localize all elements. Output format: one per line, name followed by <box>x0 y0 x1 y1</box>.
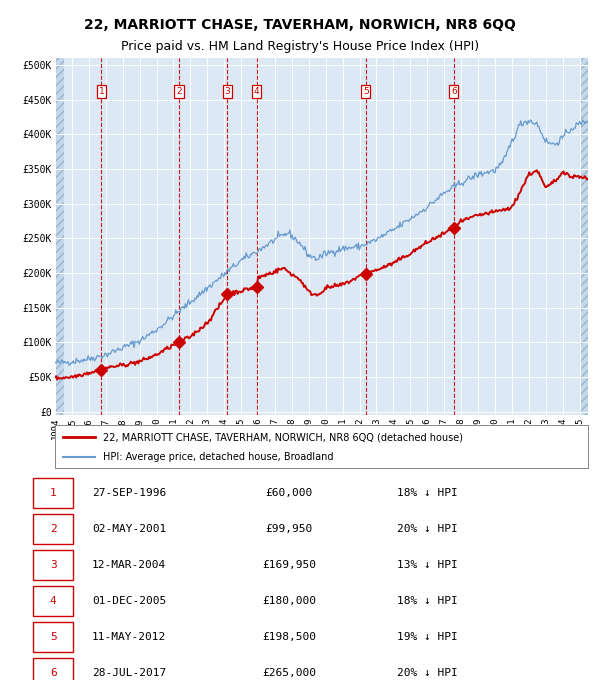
Text: 6: 6 <box>50 668 56 678</box>
Text: 2: 2 <box>176 87 182 96</box>
Bar <box>55 58 64 415</box>
Text: 3: 3 <box>50 560 56 570</box>
Text: 1: 1 <box>98 87 104 96</box>
Text: 18% ↓ HPI: 18% ↓ HPI <box>397 488 458 498</box>
FancyBboxPatch shape <box>33 478 73 508</box>
Text: 1: 1 <box>50 488 56 498</box>
Text: 02-MAY-2001: 02-MAY-2001 <box>92 524 166 534</box>
Text: 5: 5 <box>363 87 368 96</box>
Text: 12-MAR-2004: 12-MAR-2004 <box>92 560 166 570</box>
Text: 13% ↓ HPI: 13% ↓ HPI <box>397 560 458 570</box>
Text: 2: 2 <box>50 524 56 534</box>
Text: 01-DEC-2005: 01-DEC-2005 <box>92 596 166 606</box>
FancyBboxPatch shape <box>33 622 73 652</box>
Text: £180,000: £180,000 <box>262 596 316 606</box>
Text: Price paid vs. HM Land Registry's House Price Index (HPI): Price paid vs. HM Land Registry's House … <box>121 40 479 53</box>
Text: HPI: Average price, detached house, Broadland: HPI: Average price, detached house, Broa… <box>103 452 334 462</box>
Text: 5: 5 <box>50 632 56 642</box>
Text: 4: 4 <box>50 596 56 606</box>
Text: £60,000: £60,000 <box>266 488 313 498</box>
Text: 19% ↓ HPI: 19% ↓ HPI <box>397 632 458 642</box>
Text: 28-JUL-2017: 28-JUL-2017 <box>92 668 166 678</box>
Text: 27-SEP-1996: 27-SEP-1996 <box>92 488 166 498</box>
Text: 18% ↓ HPI: 18% ↓ HPI <box>397 596 458 606</box>
Text: 6: 6 <box>451 87 457 96</box>
FancyBboxPatch shape <box>33 514 73 544</box>
Text: 20% ↓ HPI: 20% ↓ HPI <box>397 524 458 534</box>
Text: 22, MARRIOTT CHASE, TAVERHAM, NORWICH, NR8 6QQ: 22, MARRIOTT CHASE, TAVERHAM, NORWICH, N… <box>84 18 516 32</box>
FancyBboxPatch shape <box>33 658 73 680</box>
Text: 20% ↓ HPI: 20% ↓ HPI <box>397 668 458 678</box>
Text: £169,950: £169,950 <box>262 560 316 570</box>
Text: £198,500: £198,500 <box>262 632 316 642</box>
Text: 4: 4 <box>254 87 260 96</box>
FancyBboxPatch shape <box>33 586 73 616</box>
Text: £265,000: £265,000 <box>262 668 316 678</box>
Text: £99,950: £99,950 <box>266 524 313 534</box>
Text: 3: 3 <box>224 87 230 96</box>
Text: 11-MAY-2012: 11-MAY-2012 <box>92 632 166 642</box>
Bar <box>580 58 588 415</box>
FancyBboxPatch shape <box>33 550 73 580</box>
Text: 22, MARRIOTT CHASE, TAVERHAM, NORWICH, NR8 6QQ (detached house): 22, MARRIOTT CHASE, TAVERHAM, NORWICH, N… <box>103 432 463 442</box>
